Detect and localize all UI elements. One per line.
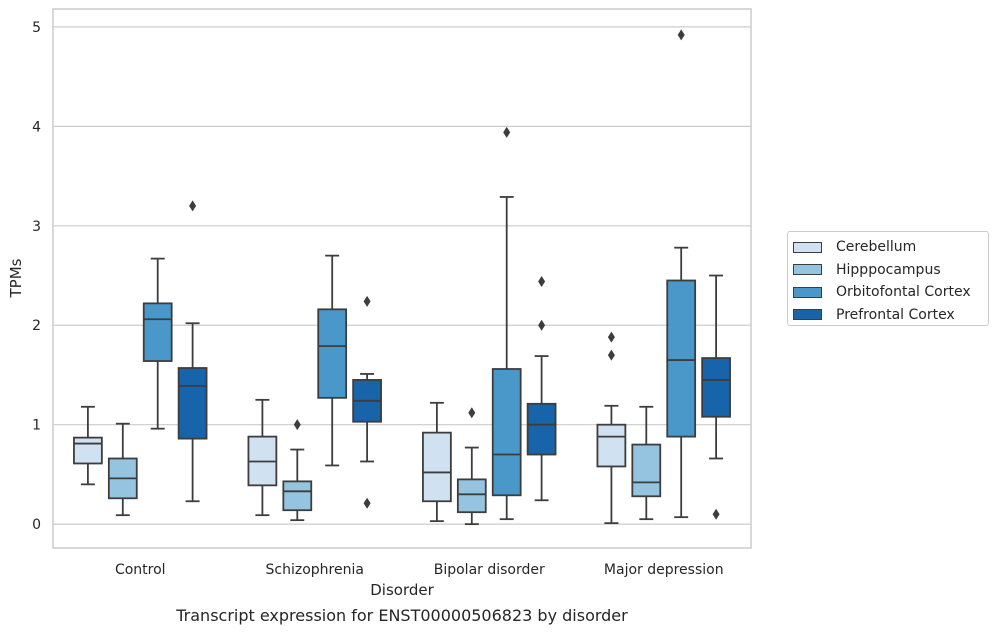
box-1-1 <box>282 419 313 522</box>
x-tick-labels: Control Schizophrenia Bipolar disorder Majo… <box>115 562 724 578</box>
box-0-3 <box>177 200 208 503</box>
box-3-2 <box>666 29 697 519</box>
legend-label: Prefrontal Cortex <box>836 306 955 323</box>
outlier-point <box>538 319 546 331</box>
x-tick-label: Bipolar disorder <box>434 562 545 578</box>
y-tick-label: 5 <box>32 20 41 36</box>
legend-item: Prefrontal Cortex <box>793 304 988 327</box>
box-iqr <box>282 480 313 512</box>
box-iqr <box>701 357 731 418</box>
box-3-1 <box>631 405 662 521</box>
legend-swatch <box>793 264 822 276</box>
legend-swatch <box>793 286 822 298</box>
box-0-2 <box>142 257 173 430</box>
box-iqr <box>73 436 103 465</box>
y-tick-label: 2 <box>32 318 41 334</box>
legend-item: Hipppocampus <box>793 259 988 282</box>
box-iqr <box>317 308 348 399</box>
box-iqr <box>491 368 522 497</box>
legend-label: Hipppocampus <box>836 261 941 278</box>
outlier-point <box>363 497 371 509</box>
outlier-point <box>677 29 685 41</box>
box-1-3 <box>352 295 382 509</box>
y-tick-label: 1 <box>32 418 41 434</box>
x-tick-label: Control <box>115 562 166 578</box>
box-iqr <box>422 431 452 503</box>
figure-caption: Transcript expression for ENST0000050682… <box>176 606 628 625</box>
box-1-2 <box>317 254 348 467</box>
box-0-0 <box>73 405 103 486</box>
box-2-2 <box>491 126 522 521</box>
outlier-point <box>607 331 615 343</box>
box-2-0 <box>422 401 452 523</box>
outlier-point <box>189 200 197 212</box>
box-iqr <box>177 367 208 440</box>
outlier-point <box>607 349 615 361</box>
box-iqr <box>596 423 627 468</box>
legend-swatch <box>793 241 822 253</box>
legend: Cerebellum Hipppocampus Orbitofontal Corte… <box>787 231 989 326</box>
legend-item: Orbitofontal Cortex <box>793 281 988 304</box>
legend-label: Orbitofontal Cortex <box>836 284 971 301</box>
outlier-point <box>538 275 546 287</box>
y-tick-label: 0 <box>32 517 41 533</box>
box-groups <box>73 29 731 526</box>
x-tick-label: Major depression <box>604 562 724 578</box>
outlier-point <box>468 407 476 419</box>
outlier-point <box>503 126 511 138</box>
box-iqr <box>666 279 697 438</box>
outlier-point <box>293 419 301 431</box>
y-tick-labels: 0 1 2 3 4 5 <box>32 20 41 533</box>
y-tick-label: 4 <box>32 119 41 135</box>
legend-swatch <box>793 309 822 321</box>
y-tick-label: 3 <box>32 219 41 235</box>
box-iqr <box>526 402 557 456</box>
box-iqr <box>142 302 173 362</box>
outlier-point <box>363 295 371 307</box>
box-3-0 <box>596 331 627 525</box>
box-0-1 <box>107 422 138 517</box>
box-iqr <box>456 478 487 514</box>
box-1-0 <box>247 398 278 517</box>
box-3-3 <box>701 274 731 520</box>
x-tick-label: Schizophrenia <box>266 562 364 578</box>
box-iqr <box>631 443 662 498</box>
box-2-3 <box>526 275 557 502</box>
legend-item: Cerebellum <box>793 236 988 259</box>
box-2-1 <box>456 407 487 526</box>
outlier-point <box>712 508 720 520</box>
x-axis-label: Disorder <box>370 581 434 599</box>
plot-frame <box>52 8 752 549</box>
y-axis-label: TPMs <box>7 258 25 298</box>
legend-label: Cerebellum <box>836 239 917 256</box>
